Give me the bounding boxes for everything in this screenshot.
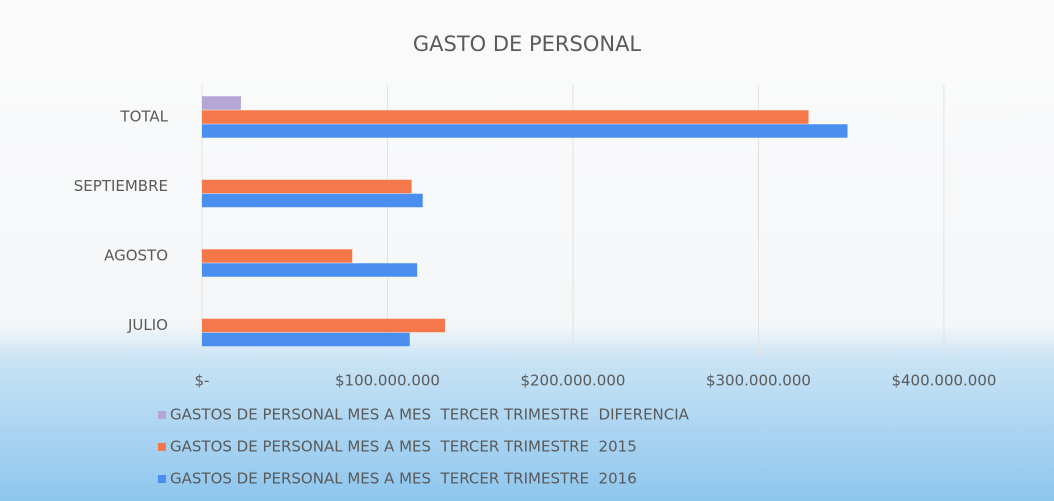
chart-title: GASTO DE PERSONAL bbox=[413, 32, 642, 56]
legend-swatch bbox=[158, 443, 166, 451]
legend-label: GASTOS DE PERSONAL MES A MES TERCER TRIM… bbox=[170, 470, 637, 488]
x-tick-label: $400.000.000 bbox=[891, 372, 996, 390]
x-tick-label: $200.000.000 bbox=[520, 372, 625, 390]
y-tick-label: JULIO bbox=[127, 316, 168, 334]
y-tick-label: SEPTIEMBRE bbox=[74, 177, 168, 195]
legend-label: GASTOS DE PERSONAL MES A MES TERCER TRIM… bbox=[170, 438, 637, 456]
y-tick-label: TOTAL bbox=[119, 108, 168, 126]
bar bbox=[202, 263, 418, 277]
bar bbox=[202, 193, 423, 208]
x-tick-label: $100.000.000 bbox=[335, 372, 440, 390]
bar bbox=[202, 249, 353, 263]
bar bbox=[202, 124, 848, 138]
x-tick-label: $300.000.000 bbox=[706, 372, 811, 390]
bar bbox=[202, 96, 241, 110]
x-tick-label: $- bbox=[195, 372, 210, 390]
legend-swatch bbox=[158, 475, 166, 483]
y-tick-label: AGOSTO bbox=[104, 247, 168, 265]
legend-swatch bbox=[158, 411, 166, 419]
bar bbox=[202, 179, 412, 194]
bar bbox=[202, 332, 410, 347]
legend-label: GASTOS DE PERSONAL MES A MES TERCER TRIM… bbox=[170, 406, 690, 424]
bar bbox=[202, 318, 445, 333]
bar bbox=[202, 110, 809, 124]
